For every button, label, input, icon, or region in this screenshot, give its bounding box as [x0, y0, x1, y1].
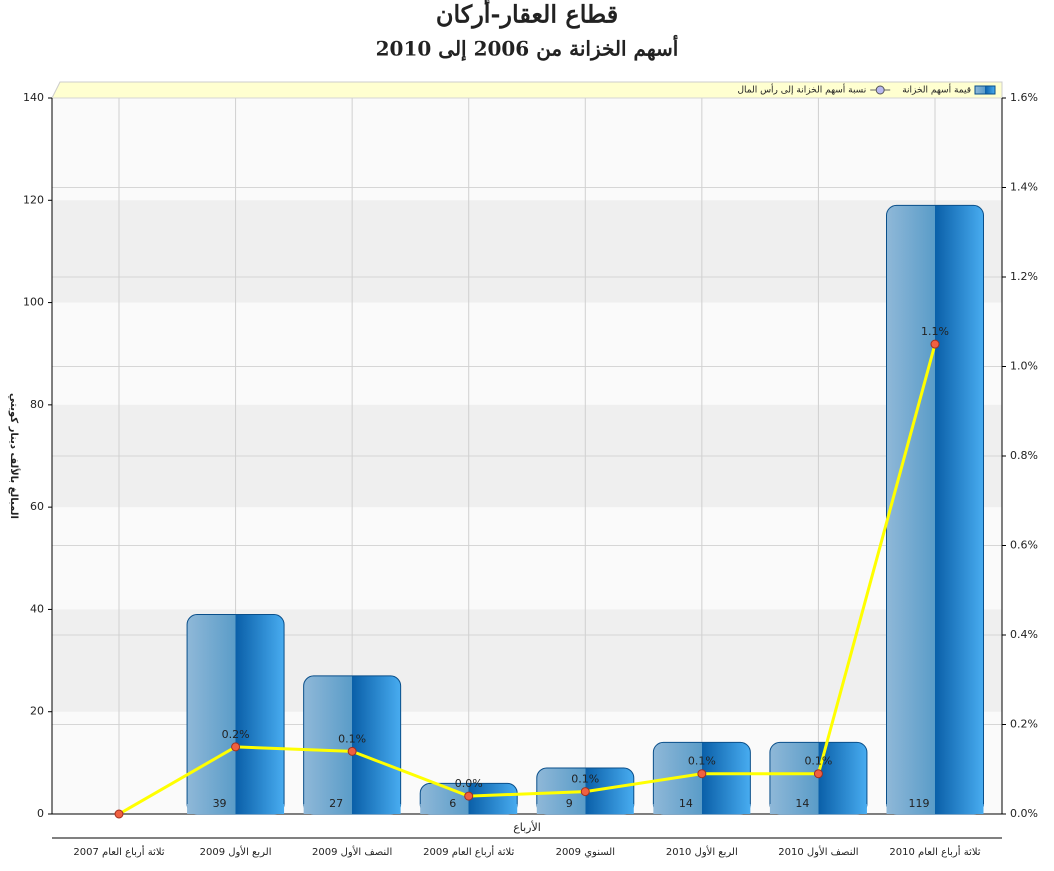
line-marker — [231, 742, 241, 752]
legend-label: قيمة أسهم الخزانة — [902, 84, 971, 96]
bar — [886, 204, 984, 815]
bar-foot — [536, 804, 634, 814]
line-marker — [114, 809, 124, 819]
y-axis-title: المبالغ بالألف دينار كويتي — [8, 393, 21, 519]
y-tick-label: 20 — [30, 705, 44, 718]
y2-tick-label: 0.4% — [1010, 628, 1038, 641]
y-tick-label: 60 — [30, 500, 44, 513]
line-marker — [697, 769, 707, 779]
x-tick-label: النصف الأول 2009 — [312, 845, 392, 858]
x-tick-label: الربع الأول 2010 — [666, 845, 738, 858]
x-tick-label: ثلاثة أرباع العام 2007 — [73, 845, 164, 858]
y-tick-label: 80 — [30, 398, 44, 411]
y2-tick-label: 0.8% — [1010, 449, 1038, 462]
bar — [186, 614, 285, 815]
bar-value-label: 9 — [566, 797, 573, 810]
y2-tick-label: 0.0% — [1010, 807, 1038, 820]
x-tick-label: النصف الأول 2010 — [778, 845, 858, 858]
x-axis-title: الأرباع — [513, 820, 541, 834]
bar-foot — [769, 804, 867, 814]
bar-foot — [886, 804, 984, 814]
x-tick-label: ثلاثة أرباع العام 2010 — [889, 845, 980, 858]
legend-marker — [875, 85, 885, 95]
stripe — [52, 507, 1002, 610]
line-value-label: 0.1% — [571, 773, 599, 786]
x-tick-label: السنوي 2009 — [556, 847, 615, 858]
y2-tick-label: 0.6% — [1010, 539, 1038, 552]
line-value-label: 1.1% — [921, 325, 949, 338]
y2-tick-label: 1.4% — [1010, 181, 1038, 194]
y-tick-label: 100 — [23, 296, 44, 309]
line-value-label: 0.1% — [338, 732, 366, 745]
bar-value-label: 27 — [329, 797, 343, 810]
legend-label: نسبة أسهم الخزانة إلى رأس المال — [737, 84, 866, 96]
line — [118, 343, 937, 816]
bar-value-label: 39 — [213, 797, 227, 810]
line-value-label: 0.1% — [688, 755, 716, 768]
line-value-label: 0.2% — [222, 728, 250, 741]
y2-tick-label: 1.6% — [1010, 91, 1038, 104]
line-marker — [464, 791, 474, 801]
line-value-label: 0.0% — [455, 777, 483, 790]
line-marker — [580, 787, 590, 797]
bar-foot — [187, 804, 285, 814]
bar-value-label: 14 — [795, 797, 809, 810]
line-marker — [347, 746, 357, 756]
bar-value-label: 119 — [909, 797, 930, 810]
line-marker — [930, 339, 940, 349]
line-marker — [813, 769, 823, 779]
chart-subtitle: أسهم الخزانة من 2006 إلى 2010 — [376, 35, 679, 62]
y-tick-label: 140 — [23, 91, 44, 104]
bar-foot — [420, 804, 518, 814]
bar-foot — [653, 804, 751, 814]
bar-foot — [303, 804, 401, 814]
stripe — [52, 98, 1002, 201]
line-value-label: 0.1% — [804, 755, 832, 768]
y-tick-label: 0 — [37, 807, 44, 820]
x-tick-label: ثلاثة أرباع العام 2009 — [423, 845, 514, 858]
y2-tick-label: 1.2% — [1010, 270, 1038, 283]
y2-tick-label: 1.0% — [1010, 360, 1038, 373]
bar-value-label: 6 — [449, 797, 456, 810]
y-tick-label: 40 — [30, 602, 44, 615]
chart-title: قطاع العقار-أركان — [436, 0, 618, 30]
bar-value-label: 14 — [679, 797, 693, 810]
y2-tick-label: 0.2% — [1010, 718, 1038, 731]
stripe — [52, 302, 1002, 405]
legend-swatch — [974, 85, 996, 95]
x-tick-label: الربع الأول 2009 — [200, 845, 272, 858]
y-tick-label: 120 — [23, 193, 44, 206]
